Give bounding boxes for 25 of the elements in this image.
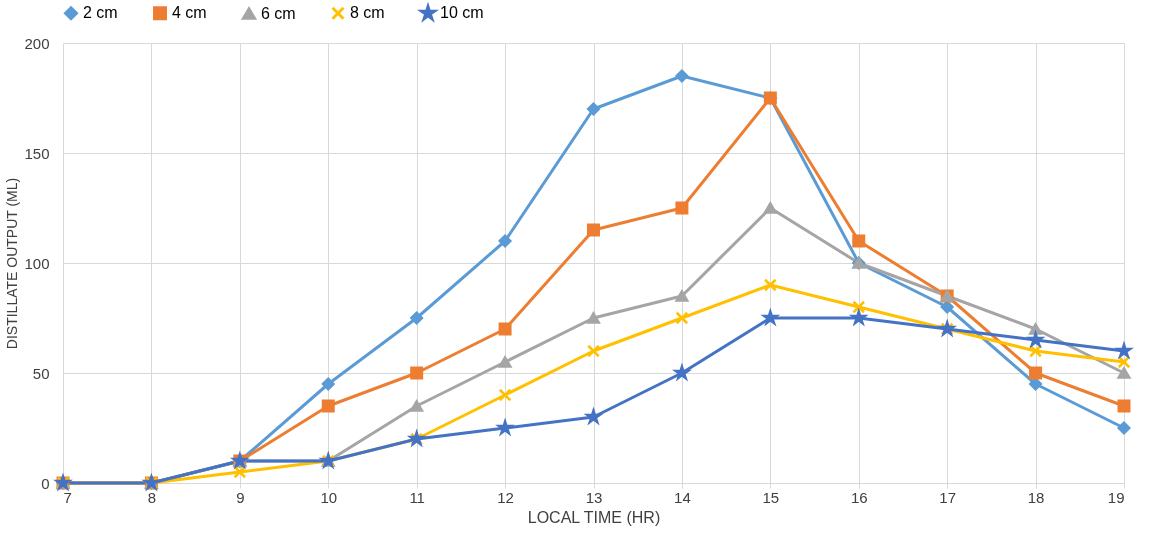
y-tick-label: 100 (24, 254, 50, 272)
legend-label: 4 cm (172, 4, 207, 22)
x-tick-label: 11 (409, 488, 425, 506)
x-axis-title: LOCAL TIME (HR) (527, 508, 661, 526)
x-tick-label: 8 (147, 488, 157, 506)
x-tick-label: 19 (1107, 488, 1125, 506)
x-tick-label: 14 (674, 488, 691, 506)
y-tick-label: 0 (41, 474, 50, 492)
x-tick-label: 15 (762, 488, 780, 506)
y-tick-label: 200 (24, 34, 50, 52)
legend-label: 2 cm (83, 4, 118, 22)
x-tick-label: 16 (850, 488, 868, 506)
legend-label: 10 cm (440, 4, 484, 22)
legend-label: 6 cm (261, 4, 296, 22)
y-tick-label: 150 (24, 144, 50, 162)
legend-label: 8 cm (350, 4, 385, 22)
x-tick-label: 10 (320, 488, 338, 506)
y-axis-title: DISTILLATE OUTPUT (ML) (4, 177, 21, 350)
x-tick-label: 12 (497, 488, 514, 506)
x-tick-label: 13 (585, 488, 603, 506)
x-tick-label: 9 (236, 488, 245, 506)
x-tick-label: 18 (1027, 488, 1045, 506)
x-tick-label: 17 (939, 488, 957, 506)
x-tick-label: 7 (63, 488, 72, 506)
y-tick-label: 50 (32, 364, 50, 382)
